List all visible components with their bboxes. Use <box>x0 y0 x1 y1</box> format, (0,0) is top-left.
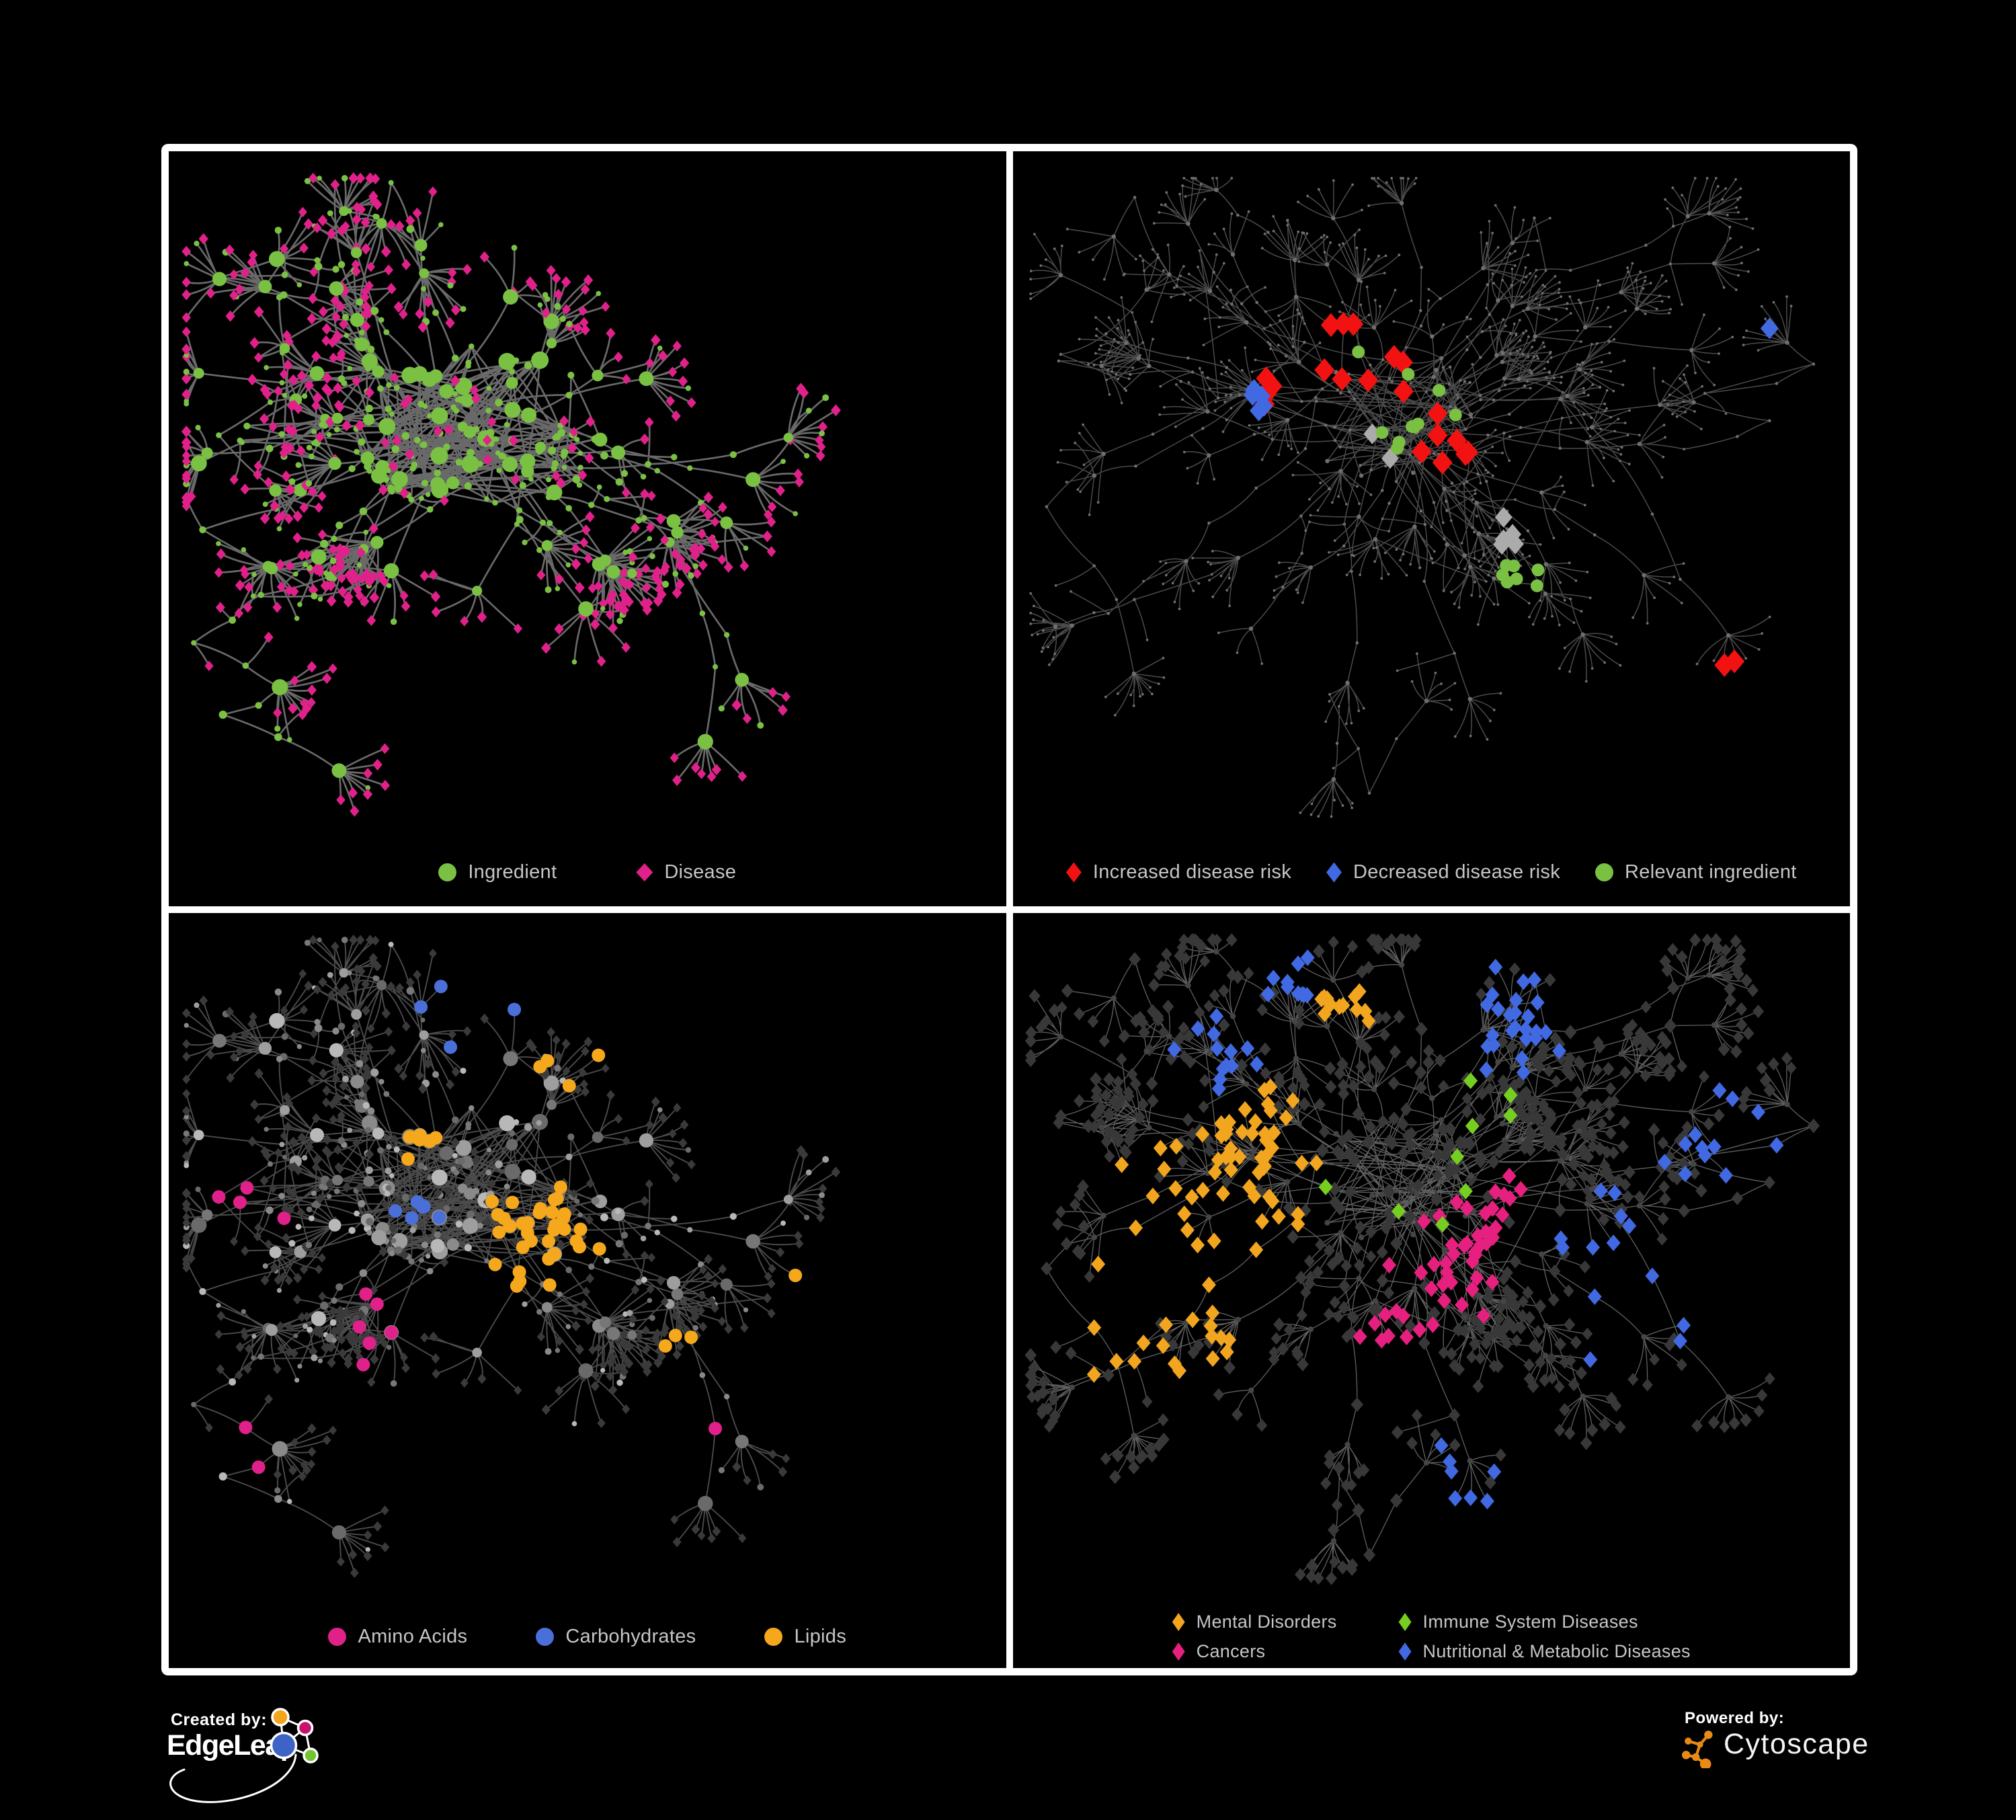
network-nutrient-classes <box>182 935 841 1578</box>
legend-item: Disease <box>636 861 736 883</box>
edgeleap-logo-icon <box>169 1708 319 1803</box>
edgeleap-node-green <box>303 1747 319 1764</box>
legend-label: Carbohydrates <box>565 1626 696 1647</box>
panel-grid: Ingredient Disease Increased disease risk… <box>161 144 1857 1675</box>
legend-label: Relevant ingredient <box>1625 861 1797 883</box>
legend-nutrient-classes: Amino Acids Carbohydrates Lipids <box>169 1626 1006 1648</box>
legend-label: Nutritional & Metabolic Diseases <box>1422 1641 1691 1661</box>
legend-item: Decreased disease risk <box>1326 861 1560 883</box>
legend-label: Cancers <box>1196 1641 1266 1661</box>
edgeleap-node-magenta <box>296 1719 314 1737</box>
legend-item: Amino Acids <box>328 1626 467 1648</box>
panel-ingredient-disease: Ingredient Disease <box>169 151 1006 906</box>
legend-label: Mental Disorders <box>1196 1612 1337 1632</box>
panel-nutrient-classes: Amino Acids Carbohydrates Lipids <box>169 913 1006 1668</box>
legend-label: Decreased disease risk <box>1353 861 1561 883</box>
cytoscape-credit: Powered by: Cytoscape <box>1679 1708 1901 1788</box>
diamond-swatch-icon <box>1398 1613 1412 1631</box>
panel-disease-categories: Mental Disorders Immune System Diseases Ca… <box>1012 913 1850 1668</box>
diamond-swatch-icon <box>636 863 653 881</box>
legend-item: Ingredient <box>438 861 557 883</box>
legend-item: Relevant ingredient <box>1595 861 1797 883</box>
legend-label: Lipids <box>794 1626 847 1647</box>
diamond-swatch-icon <box>1398 1643 1412 1661</box>
created-by-label: Created by: <box>171 1710 268 1729</box>
edgeleap-credit: Created by: EdgeLeap <box>161 1705 403 1819</box>
diamond-swatch-icon <box>1172 1613 1185 1631</box>
legend-item: Nutritional & Metabolic Diseases <box>1398 1641 1691 1662</box>
legend-label: Amino Acids <box>358 1626 468 1647</box>
legend-item: Lipids <box>764 1626 846 1648</box>
edgeleap-node-orange <box>271 1708 290 1727</box>
panel-disease-risk: Increased disease risk Decreased disease … <box>1012 151 1851 906</box>
legend-ingredient-disease: Ingredient Disease <box>169 861 1006 883</box>
legend-item: Increased disease risk <box>1065 861 1292 883</box>
legend-item: Immune System Diseases <box>1398 1612 1691 1632</box>
network-disease-categories <box>1024 933 1820 1585</box>
diamond-swatch-icon <box>1065 862 1082 883</box>
circle-swatch-icon <box>764 1628 783 1646</box>
cytoscape-logo-icon <box>1682 1731 1713 1768</box>
legend-label: Disease <box>664 861 737 883</box>
circle-swatch-icon <box>1595 863 1614 881</box>
circle-swatch-icon <box>328 1628 347 1646</box>
edgeleap-node-blue <box>270 1731 298 1759</box>
legend-label: Ingredient <box>468 861 557 883</box>
network-disease-risk <box>1029 177 1815 818</box>
legend-label: Increased disease risk <box>1092 861 1292 883</box>
legend-disease-risk: Increased disease risk Decreased disease … <box>1013 861 1851 883</box>
circle-swatch-icon <box>536 1628 555 1646</box>
circle-swatch-icon <box>438 863 457 881</box>
legend-label: Immune System Diseases <box>1422 1612 1638 1632</box>
legend-item: Carbohydrates <box>536 1626 696 1648</box>
legend-disease-categories: Mental Disorders Immune System Diseases Ca… <box>1172 1612 1691 1662</box>
legend-item: Cancers <box>1172 1641 1337 1662</box>
cytoscape-wordmark: Cytoscape <box>1724 1728 1869 1760</box>
powered-by-label: Powered by: <box>1685 1709 1785 1727</box>
diamond-swatch-icon <box>1326 862 1342 883</box>
legend-item: Mental Disorders <box>1172 1612 1337 1632</box>
network-ingredient-disease <box>181 172 841 817</box>
diamond-swatch-icon <box>1172 1643 1185 1661</box>
